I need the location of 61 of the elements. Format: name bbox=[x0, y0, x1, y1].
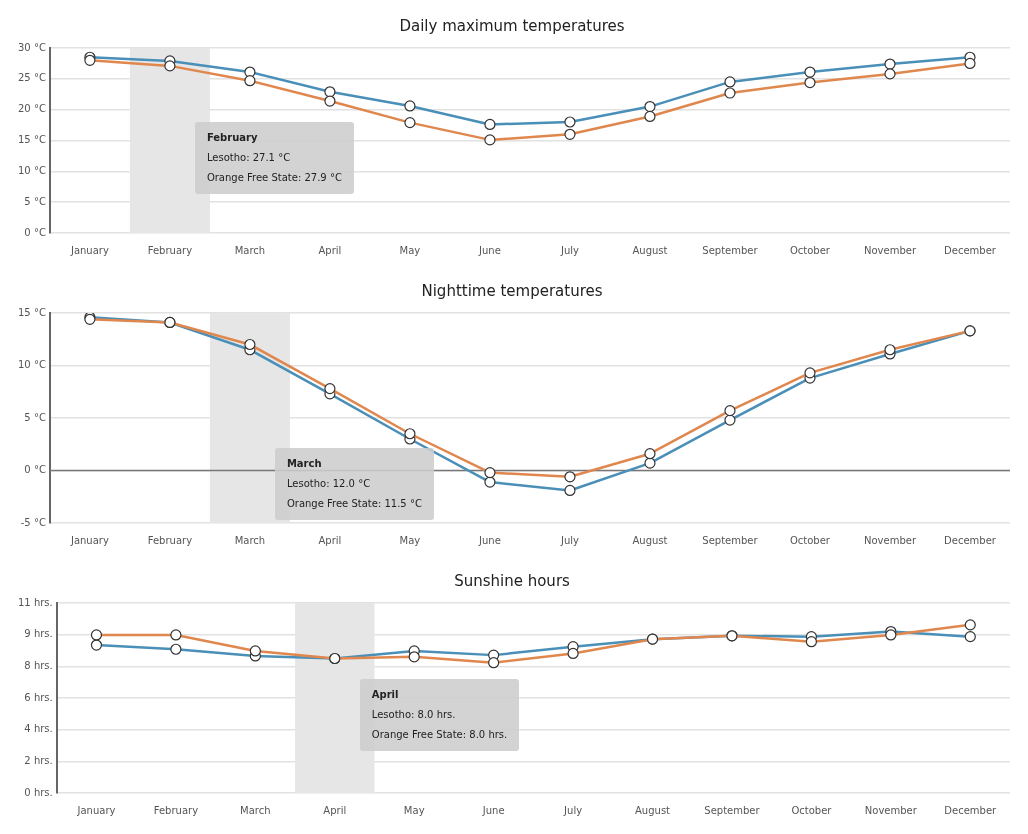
x-tick-label: May bbox=[403, 804, 425, 816]
x-tick-label: February bbox=[147, 534, 193, 546]
x-tick-label: July bbox=[563, 804, 583, 816]
y-tick-label: 10 °C bbox=[18, 164, 46, 176]
x-tick-label: May bbox=[399, 534, 421, 546]
x-tick-label: August bbox=[632, 534, 668, 546]
y-tick-label: 4 hrs. bbox=[24, 723, 53, 735]
y-tick-label: 15 °C bbox=[18, 306, 46, 318]
x-tick-label: August bbox=[632, 244, 668, 256]
x-tick-label: February bbox=[153, 804, 199, 816]
x-tick-label: December bbox=[944, 534, 997, 546]
y-tick-label: -5 °C bbox=[20, 516, 46, 528]
y-tick-label: 20 °C bbox=[18, 103, 46, 115]
y-tick-label: 5 °C bbox=[24, 195, 46, 207]
x-tick-label: February bbox=[147, 244, 193, 256]
x-tick-label: September bbox=[702, 534, 759, 546]
x-tick-label: October bbox=[789, 534, 831, 546]
x-tick-label: October bbox=[791, 804, 833, 816]
x-tick-label: March bbox=[234, 534, 266, 546]
x-tick-label: October bbox=[789, 244, 831, 256]
annotation: March Lesotho: 12.0 °C Orange Free State: 11.5 °C bbox=[286, 457, 422, 511]
y-tick-label: 25 °C bbox=[18, 72, 46, 84]
x-tick-label: March bbox=[234, 244, 266, 256]
x-tick-label: April bbox=[318, 534, 342, 546]
y-tick-label: 11 hrs. bbox=[17, 596, 53, 608]
y-tick-label: 6 hrs. bbox=[24, 691, 53, 703]
y-tick-label: 30 °C bbox=[18, 41, 46, 53]
y-tick-label: 10 °C bbox=[18, 359, 46, 371]
y-tick-label: 5 °C bbox=[24, 411, 46, 423]
y-tick-label: 2 hrs. bbox=[24, 754, 53, 766]
x-tick-label: June bbox=[481, 804, 505, 816]
y-tick-label: 15 °C bbox=[18, 134, 46, 146]
x-tick-label: August bbox=[635, 804, 671, 816]
chart-title: Daily maximum temperatures bbox=[399, 16, 625, 35]
y-tick-label: 0 °C bbox=[24, 464, 46, 476]
x-tick-label: November bbox=[863, 534, 917, 546]
y-tick-label: 0 hrs. bbox=[24, 786, 53, 798]
x-tick-label: June bbox=[478, 244, 501, 256]
x-tick-label: April bbox=[318, 244, 342, 256]
x-tick-label: September bbox=[702, 244, 759, 256]
chart-title: Sunshine hours bbox=[454, 571, 571, 590]
x-tick-label: July bbox=[559, 244, 580, 256]
x-tick-label: March bbox=[240, 804, 271, 816]
x-tick-label: January bbox=[69, 534, 109, 546]
annotation: February Lesotho: 27.1 °C Orange Free State: 27.9 °C bbox=[206, 131, 342, 185]
annotation: April Lesotho: 8.0 hrs. Orange Free State: 8.0 hrs. bbox=[371, 688, 508, 742]
x-tick-label: November bbox=[863, 244, 917, 256]
chart-title: Nighttime temperatures bbox=[421, 281, 603, 300]
x-tick-label: June bbox=[478, 534, 501, 546]
x-tick-label: December bbox=[944, 804, 998, 816]
y-tick-label: 9 hrs. bbox=[24, 628, 53, 640]
y-tick-label: 8 hrs. bbox=[24, 659, 53, 671]
y-tick-label: 0 °C bbox=[24, 226, 46, 238]
x-tick-label: September bbox=[704, 804, 761, 816]
x-tick-label: May bbox=[399, 244, 421, 256]
x-tick-label: November bbox=[864, 804, 918, 816]
x-tick-label: January bbox=[76, 804, 116, 816]
x-tick-label: December bbox=[944, 244, 997, 256]
x-tick-label: January bbox=[69, 244, 109, 256]
x-tick-label: July bbox=[559, 534, 580, 546]
x-tick-label: April bbox=[323, 804, 347, 816]
